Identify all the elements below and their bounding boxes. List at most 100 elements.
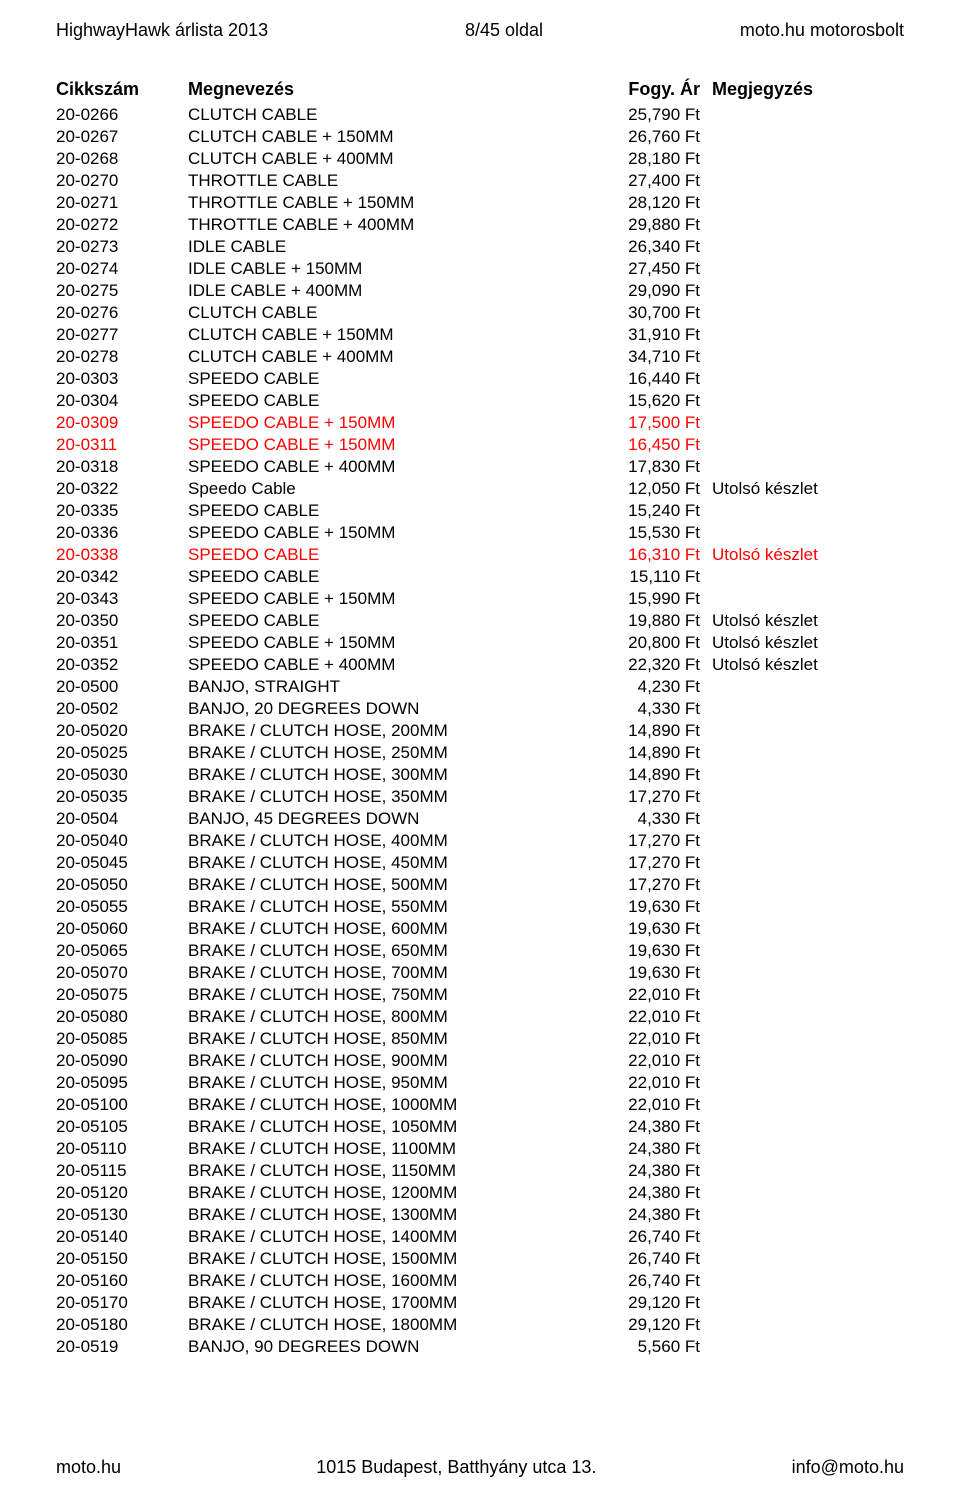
cell-megjegyzes: [708, 1204, 904, 1226]
cell-cikkszam: 20-05105: [56, 1116, 188, 1138]
cell-megnevezes: SPEEDO CABLE: [188, 390, 588, 412]
cell-megnevezes: BRAKE / CLUTCH HOSE, 350MM: [188, 786, 588, 808]
table-row: 20-0276CLUTCH CABLE30,700 Ft: [56, 302, 904, 324]
cell-fogy: 22,010 Ft: [588, 1006, 708, 1028]
table-row: 20-05035BRAKE / CLUTCH HOSE, 350MM17,270…: [56, 786, 904, 808]
cell-megjegyzes: [708, 412, 904, 434]
cell-cikkszam: 20-0268: [56, 148, 188, 170]
cell-fogy: 24,380 Ft: [588, 1182, 708, 1204]
cell-megjegyzes: [708, 1292, 904, 1314]
cell-megnevezes: SPEEDO CABLE: [188, 566, 588, 588]
cell-megnevezes: SPEEDO CABLE + 150MM: [188, 632, 588, 654]
cell-cikkszam: 20-0336: [56, 522, 188, 544]
cell-fogy: 4,230 Ft: [588, 676, 708, 698]
cell-megnevezes: BRAKE / CLUTCH HOSE, 1500MM: [188, 1248, 588, 1270]
cell-megjegyzes: Utolsó készlet: [708, 610, 904, 632]
cell-megjegyzes: [708, 192, 904, 214]
cell-megnevezes: THROTTLE CABLE + 150MM: [188, 192, 588, 214]
cell-megnevezes: IDLE CABLE + 150MM: [188, 258, 588, 280]
table-row: 20-05170BRAKE / CLUTCH HOSE, 1700MM29,12…: [56, 1292, 904, 1314]
cell-megnevezes: BRAKE / CLUTCH HOSE, 500MM: [188, 874, 588, 896]
cell-cikkszam: 20-05060: [56, 918, 188, 940]
cell-megnevezes: BRAKE / CLUTCH HOSE, 700MM: [188, 962, 588, 984]
table-row: 20-05130BRAKE / CLUTCH HOSE, 1300MM24,38…: [56, 1204, 904, 1226]
cell-fogy: 19,630 Ft: [588, 940, 708, 962]
cell-cikkszam: 20-0335: [56, 500, 188, 522]
cell-cikkszam: 20-05070: [56, 962, 188, 984]
cell-fogy: 15,530 Ft: [588, 522, 708, 544]
cell-megjegyzes: [708, 896, 904, 918]
cell-megjegyzes: [708, 126, 904, 148]
cell-megnevezes: BRAKE / CLUTCH HOSE, 850MM: [188, 1028, 588, 1050]
cell-megjegyzes: [708, 214, 904, 236]
cell-megnevezes: BRAKE / CLUTCH HOSE, 1300MM: [188, 1204, 588, 1226]
page-header: HighwayHawk árlista 2013 8/45 oldal moto…: [56, 20, 904, 41]
cell-fogy: 17,270 Ft: [588, 852, 708, 874]
cell-megjegyzes: [708, 1116, 904, 1138]
table-row: 20-0343SPEEDO CABLE + 150MM15,990 Ft: [56, 588, 904, 610]
cell-megjegyzes: [708, 368, 904, 390]
footer-right: info@moto.hu: [792, 1457, 904, 1478]
cell-cikkszam: 20-05130: [56, 1204, 188, 1226]
cell-megjegyzes: [708, 1160, 904, 1182]
cell-megnevezes: BRAKE / CLUTCH HOSE, 400MM: [188, 830, 588, 852]
table-row: 20-05095BRAKE / CLUTCH HOSE, 950MM22,010…: [56, 1072, 904, 1094]
cell-megnevezes: SPEEDO CABLE + 150MM: [188, 588, 588, 610]
cell-megjegyzes: Utolsó készlet: [708, 544, 904, 566]
cell-megjegyzes: [708, 984, 904, 1006]
footer-left: moto.hu: [56, 1457, 121, 1478]
cell-megnevezes: CLUTCH CABLE + 400MM: [188, 346, 588, 368]
cell-megnevezes: BRAKE / CLUTCH HOSE, 300MM: [188, 764, 588, 786]
cell-cikkszam: 20-0342: [56, 566, 188, 588]
table-row: 20-0342SPEEDO CABLE15,110 Ft: [56, 566, 904, 588]
table-row: 20-0504BANJO, 45 DEGREES DOWN4,330 Ft: [56, 808, 904, 830]
cell-cikkszam: 20-0311: [56, 434, 188, 456]
table-row: 20-0275IDLE CABLE + 400MM29,090 Ft: [56, 280, 904, 302]
cell-megjegyzes: [708, 1050, 904, 1072]
cell-cikkszam: 20-05080: [56, 1006, 188, 1028]
cell-megjegyzes: [708, 302, 904, 324]
cell-fogy: 25,790 Ft: [588, 104, 708, 126]
cell-megjegyzes: [708, 742, 904, 764]
cell-fogy: 15,990 Ft: [588, 588, 708, 610]
cell-cikkszam: 20-05030: [56, 764, 188, 786]
cell-fogy: 16,440 Ft: [588, 368, 708, 390]
table-row: 20-0278CLUTCH CABLE + 400MM34,710 Ft: [56, 346, 904, 368]
cell-fogy: 27,450 Ft: [588, 258, 708, 280]
cell-megnevezes: SPEEDO CABLE + 150MM: [188, 522, 588, 544]
cell-fogy: 19,630 Ft: [588, 918, 708, 940]
cell-cikkszam: 20-0351: [56, 632, 188, 654]
cell-fogy: 17,830 Ft: [588, 456, 708, 478]
cell-fogy: 17,270 Ft: [588, 874, 708, 896]
cell-fogy: 19,630 Ft: [588, 962, 708, 984]
col-header-cikkszam: Cikkszám: [56, 79, 188, 100]
cell-megnevezes: BRAKE / CLUTCH HOSE, 1200MM: [188, 1182, 588, 1204]
col-header-megnevezes: Megnevezés: [188, 79, 588, 100]
cell-cikkszam: 20-0266: [56, 104, 188, 126]
header-right: moto.hu motorosbolt: [740, 20, 904, 41]
cell-megjegyzes: [708, 170, 904, 192]
cell-megnevezes: SPEEDO CABLE + 400MM: [188, 654, 588, 676]
cell-megjegyzes: [708, 258, 904, 280]
cell-cikkszam: 20-05150: [56, 1248, 188, 1270]
cell-cikkszam: 20-05170: [56, 1292, 188, 1314]
cell-megnevezes: BRAKE / CLUTCH HOSE, 950MM: [188, 1072, 588, 1094]
table-row: 20-05105BRAKE / CLUTCH HOSE, 1050MM24,38…: [56, 1116, 904, 1138]
cell-megjegyzes: [708, 786, 904, 808]
cell-cikkszam: 20-05045: [56, 852, 188, 874]
table-row: 20-0519BANJO, 90 DEGREES DOWN5,560 Ft: [56, 1336, 904, 1358]
table-row: 20-05160BRAKE / CLUTCH HOSE, 1600MM26,74…: [56, 1270, 904, 1292]
cell-fogy: 4,330 Ft: [588, 808, 708, 830]
footer-center: 1015 Budapest, Batthyány utca 13.: [316, 1457, 596, 1478]
cell-cikkszam: 20-05035: [56, 786, 188, 808]
cell-megnevezes: SPEEDO CABLE + 150MM: [188, 434, 588, 456]
cell-megjegyzes: [708, 1248, 904, 1270]
cell-megjegyzes: [708, 346, 904, 368]
cell-megjegyzes: [708, 1006, 904, 1028]
table-row: 20-05100BRAKE / CLUTCH HOSE, 1000MM22,01…: [56, 1094, 904, 1116]
table-row: 20-05150BRAKE / CLUTCH HOSE, 1500MM26,74…: [56, 1248, 904, 1270]
table-row: 20-05050BRAKE / CLUTCH HOSE, 500MM17,270…: [56, 874, 904, 896]
cell-megnevezes: SPEEDO CABLE + 400MM: [188, 456, 588, 478]
cell-fogy: 17,500 Ft: [588, 412, 708, 434]
table-row: 20-0350SPEEDO CABLE19,880 FtUtolsó készl…: [56, 610, 904, 632]
